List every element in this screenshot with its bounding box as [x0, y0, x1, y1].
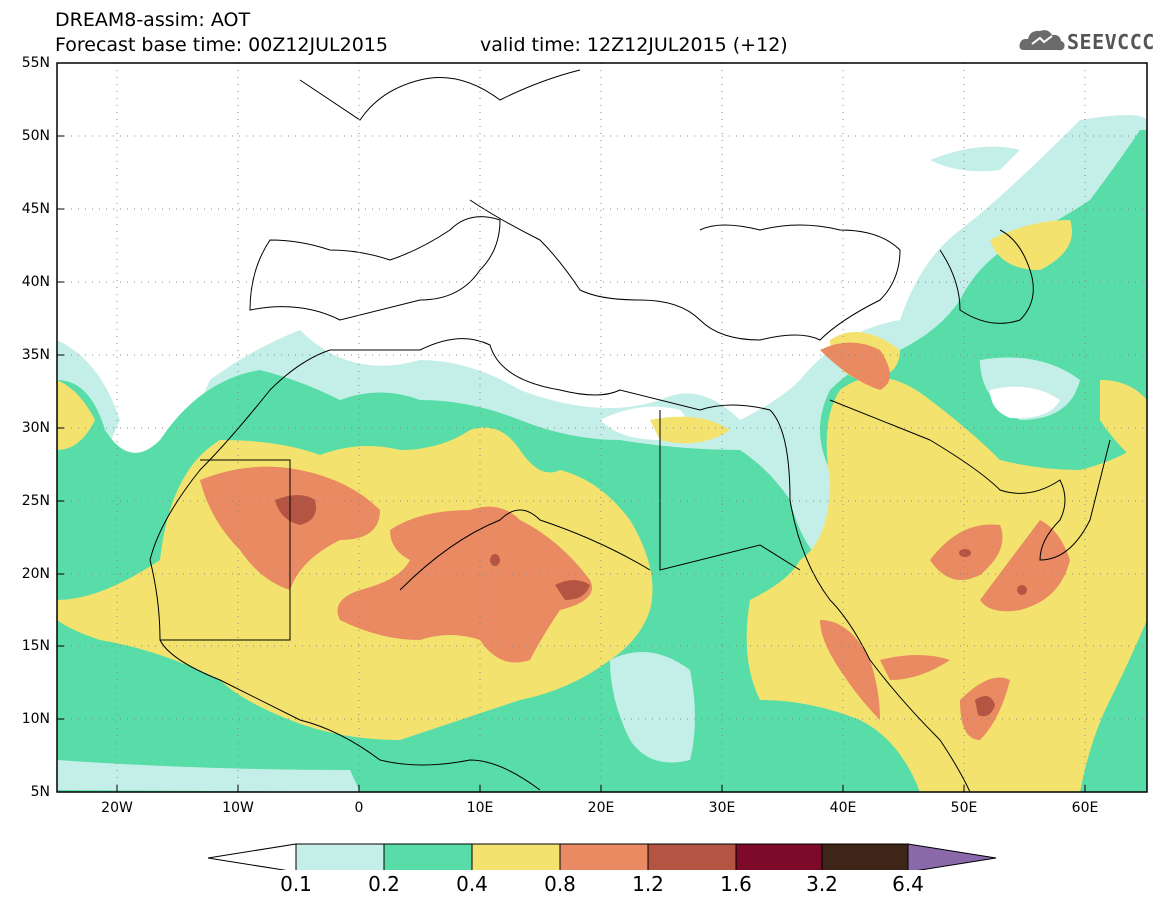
colorbar-label: 1.2: [632, 872, 664, 896]
aot-clear-patches: [600, 386, 1060, 440]
lon-label: 20W: [101, 800, 133, 816]
lon-label: 60E: [1071, 800, 1099, 816]
colorbar-swatch: [559, 843, 649, 870]
lon-label: 10W: [222, 800, 254, 816]
colorbar-low-arrow: [207, 843, 297, 870]
lat-label: 50N: [21, 128, 50, 144]
lat-label: 10N: [21, 711, 50, 727]
colorbar-swatch: [383, 843, 473, 870]
colorbar: [207, 843, 997, 870]
coastlines: [149, 69, 1111, 792]
colorbar-label: 0.2: [368, 872, 400, 896]
forecast-base-time: Forecast base time: 00Z12JUL2015: [55, 34, 388, 56]
logo-text: SEEVCCC: [1067, 30, 1155, 54]
colorbar-swatch: [735, 843, 823, 870]
colorbar-high-arrow: [907, 843, 997, 870]
map-title: DREAM8-assim: AOT: [55, 9, 251, 31]
aot-1.2-region: [275, 495, 1027, 717]
colorbar-label: 0.8: [544, 872, 576, 896]
colorbar-swatch: [295, 843, 385, 870]
lat-label: 20N: [21, 566, 50, 582]
colorbar-label: 3.2: [806, 872, 838, 896]
lat-label: 5N: [30, 784, 50, 800]
lat-label: 30N: [21, 420, 50, 436]
lat-label: 25N: [21, 493, 50, 509]
lat-label: 55N: [21, 55, 50, 71]
lon-label: 40E: [829, 800, 857, 816]
valid-time: valid time: 12Z12JUL2015 (+12): [480, 34, 788, 56]
lon-label: 0: [354, 800, 364, 816]
lat-label: 15N: [21, 638, 50, 654]
colorbar-swatch: [821, 843, 909, 870]
colorbar-swatch: [647, 843, 737, 870]
grid-lines: [57, 63, 1147, 792]
colorbar-swatch: [471, 843, 561, 870]
lon-label: 50E: [950, 800, 978, 816]
lon-label: 10E: [466, 800, 494, 816]
tick-marks: [57, 135, 1086, 792]
colorbar-label: 1.6: [720, 872, 752, 896]
lon-label: 30E: [708, 800, 736, 816]
cloud-icon: [1019, 30, 1065, 51]
lat-label: 40N: [21, 274, 50, 290]
lat-label: 45N: [21, 201, 50, 217]
colorbar-label: 6.4: [892, 872, 924, 896]
lat-label: 35N: [21, 347, 50, 363]
colorbar-label: 0.1: [280, 872, 312, 896]
lon-label: 20E: [587, 800, 615, 816]
colorbar-label: 0.4: [456, 872, 488, 896]
